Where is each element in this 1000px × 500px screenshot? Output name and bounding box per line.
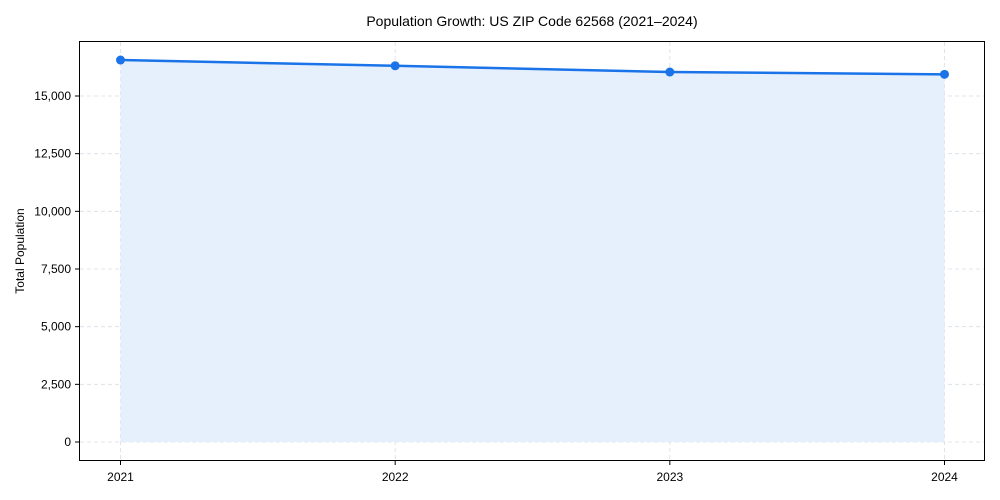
- x-tick-label: 2023: [656, 470, 683, 484]
- data-point: [390, 61, 400, 71]
- chart-title: Population Growth: US ZIP Code 62568 (20…: [366, 13, 697, 29]
- area-fill: [120, 60, 945, 443]
- x-tick-label: 2024: [931, 470, 958, 484]
- data-line: [120, 58, 945, 76]
- x-tick-label: 2021: [107, 470, 134, 484]
- x-axis: 2021 2022 2023 2024: [107, 460, 958, 484]
- y-axis-label: Total Population: [13, 208, 27, 293]
- y-tick-label: 0: [64, 435, 71, 449]
- data-point: [665, 67, 675, 77]
- y-tick-label: 2,500: [41, 377, 71, 391]
- y-tick-label: 5,000: [41, 320, 71, 334]
- plot-frame: [79, 41, 985, 461]
- data-points: [116, 55, 949, 79]
- y-axis: 0 2,500 5,000 7,500 10,000 12,500 15,000: [34, 89, 80, 449]
- y-tick-label: 12,500: [34, 147, 71, 161]
- y-tick-label: 10,000: [34, 204, 71, 218]
- x-tick-label: 2022: [382, 470, 409, 484]
- data-point: [116, 55, 125, 65]
- y-tick-label: 7,500: [41, 262, 71, 276]
- data-point: [940, 69, 949, 79]
- y-tick-label: 15,000: [34, 89, 71, 103]
